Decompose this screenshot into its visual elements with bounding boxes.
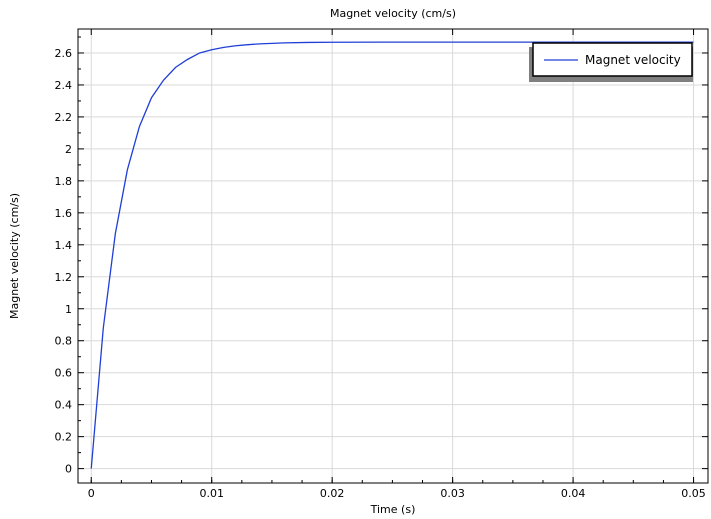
y-tick-label: 0.4	[55, 399, 73, 412]
x-tick-label: 0.01	[199, 487, 224, 500]
y-tick-label: 2	[65, 143, 72, 156]
x-tick-label: 0.04	[561, 487, 586, 500]
y-tick-label: 1	[65, 303, 72, 316]
y-tick-label: 1.4	[55, 239, 73, 252]
grid	[78, 29, 708, 483]
y-tick-label: 1.2	[55, 271, 73, 284]
x-axis: 0 0.01 0.02 0.03 0.04 0.05	[88, 29, 706, 500]
x-axis-title: Time (s)	[370, 503, 416, 516]
y-tick-label: 0.2	[55, 431, 73, 444]
y-tick-label: 1.8	[55, 175, 73, 188]
y-tick-label: 2.6	[55, 47, 73, 60]
y-tick-label: 0.6	[55, 367, 73, 380]
plot-frame	[77, 28, 709, 484]
x-tick-label: 0.02	[320, 487, 345, 500]
y-axis-title: Magnet velocity (cm/s)	[8, 193, 21, 319]
y-tick-label: 1.6	[55, 207, 73, 220]
y-tick-label: 2.2	[55, 111, 73, 124]
x-tick-label: 0	[88, 487, 95, 500]
y-tick-label: 2.4	[55, 79, 73, 92]
chart-title: Magnet velocity (cm/s)	[330, 7, 456, 20]
legend: Magnet velocity	[529, 42, 693, 82]
x-tick-label: 0.05	[681, 487, 706, 500]
y-tick-label: 0.8	[55, 335, 73, 348]
y-tick-label: 0	[65, 463, 72, 476]
series-line-magnet-velocity	[90, 41, 694, 469]
x-tick-label: 0.03	[440, 487, 465, 500]
legend-label: Magnet velocity	[585, 53, 681, 67]
y-axis: 0 0.2 0.4 0.6 0.8 1 1.2 1.4 1.6 1.8 2 2.2 2.4 2.6	[55, 36, 708, 476]
